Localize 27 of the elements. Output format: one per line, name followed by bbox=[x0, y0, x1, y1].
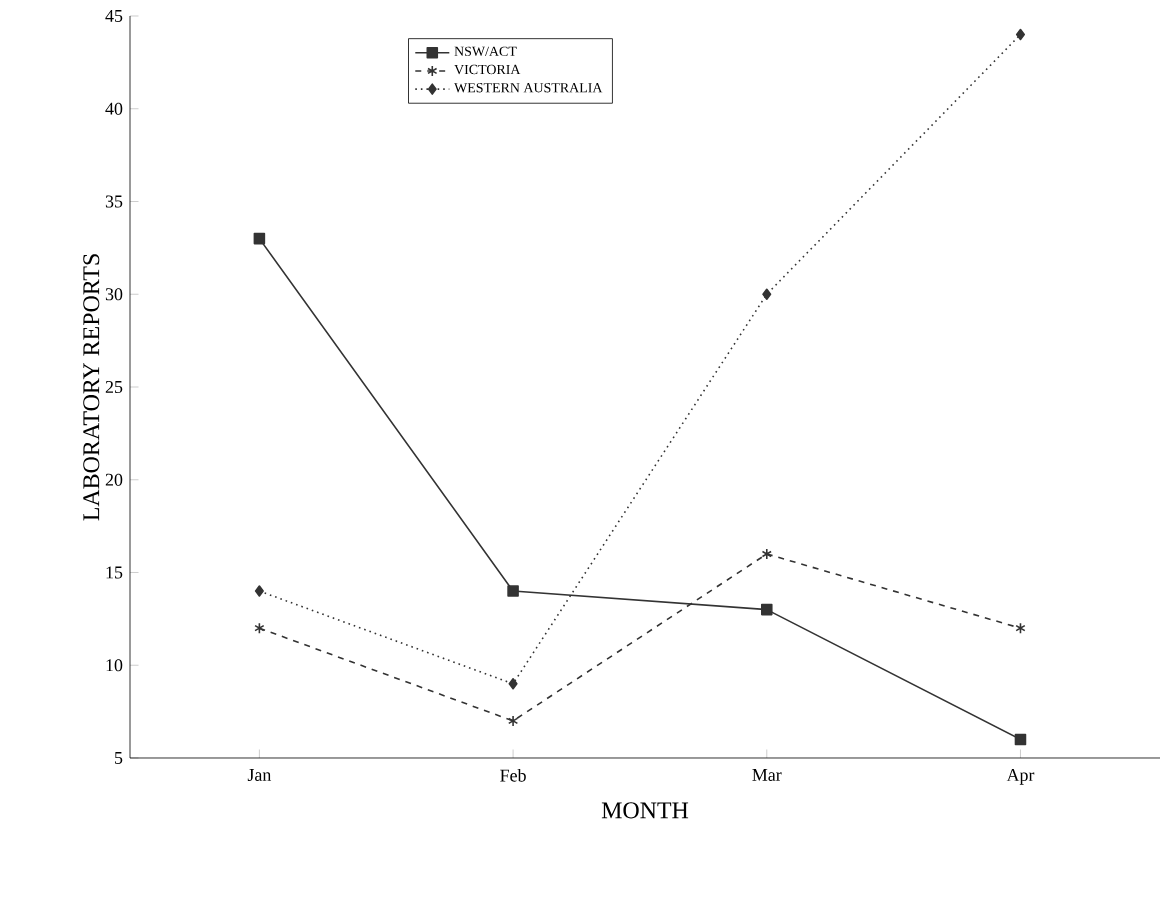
y-tick-label: 35 bbox=[105, 195, 123, 208]
y-axis-title: LABORATORY REPORTS bbox=[83, 254, 100, 521]
y-tick-label: 10 bbox=[106, 659, 123, 672]
x-axis-title: MONTH bbox=[601, 802, 689, 819]
x-tick-label: Feb bbox=[500, 769, 526, 782]
point bbox=[1015, 622, 1026, 634]
x-tick-label: Mar bbox=[752, 769, 782, 781]
x-tick-label: Jan bbox=[247, 769, 272, 781]
point bbox=[254, 622, 265, 634]
y-tick-label: 15 bbox=[106, 566, 123, 579]
y-tick-label: 20 bbox=[105, 473, 123, 486]
point bbox=[253, 232, 266, 245]
y-tick-label: 45 bbox=[105, 10, 123, 22]
point bbox=[508, 678, 518, 690]
point bbox=[254, 585, 264, 597]
y-tick-label: 5 bbox=[115, 752, 123, 764]
point bbox=[762, 288, 772, 301]
x-tick-label: Apr bbox=[1006, 769, 1035, 785]
y-tick-label: 30 bbox=[105, 288, 123, 301]
point bbox=[1014, 733, 1027, 746]
y-tick-label: 25 bbox=[105, 380, 123, 394]
point bbox=[761, 603, 773, 616]
y-tick-label: 40 bbox=[105, 102, 123, 115]
point bbox=[507, 715, 519, 727]
point bbox=[761, 548, 772, 560]
point bbox=[507, 585, 519, 597]
point bbox=[1015, 28, 1026, 41]
